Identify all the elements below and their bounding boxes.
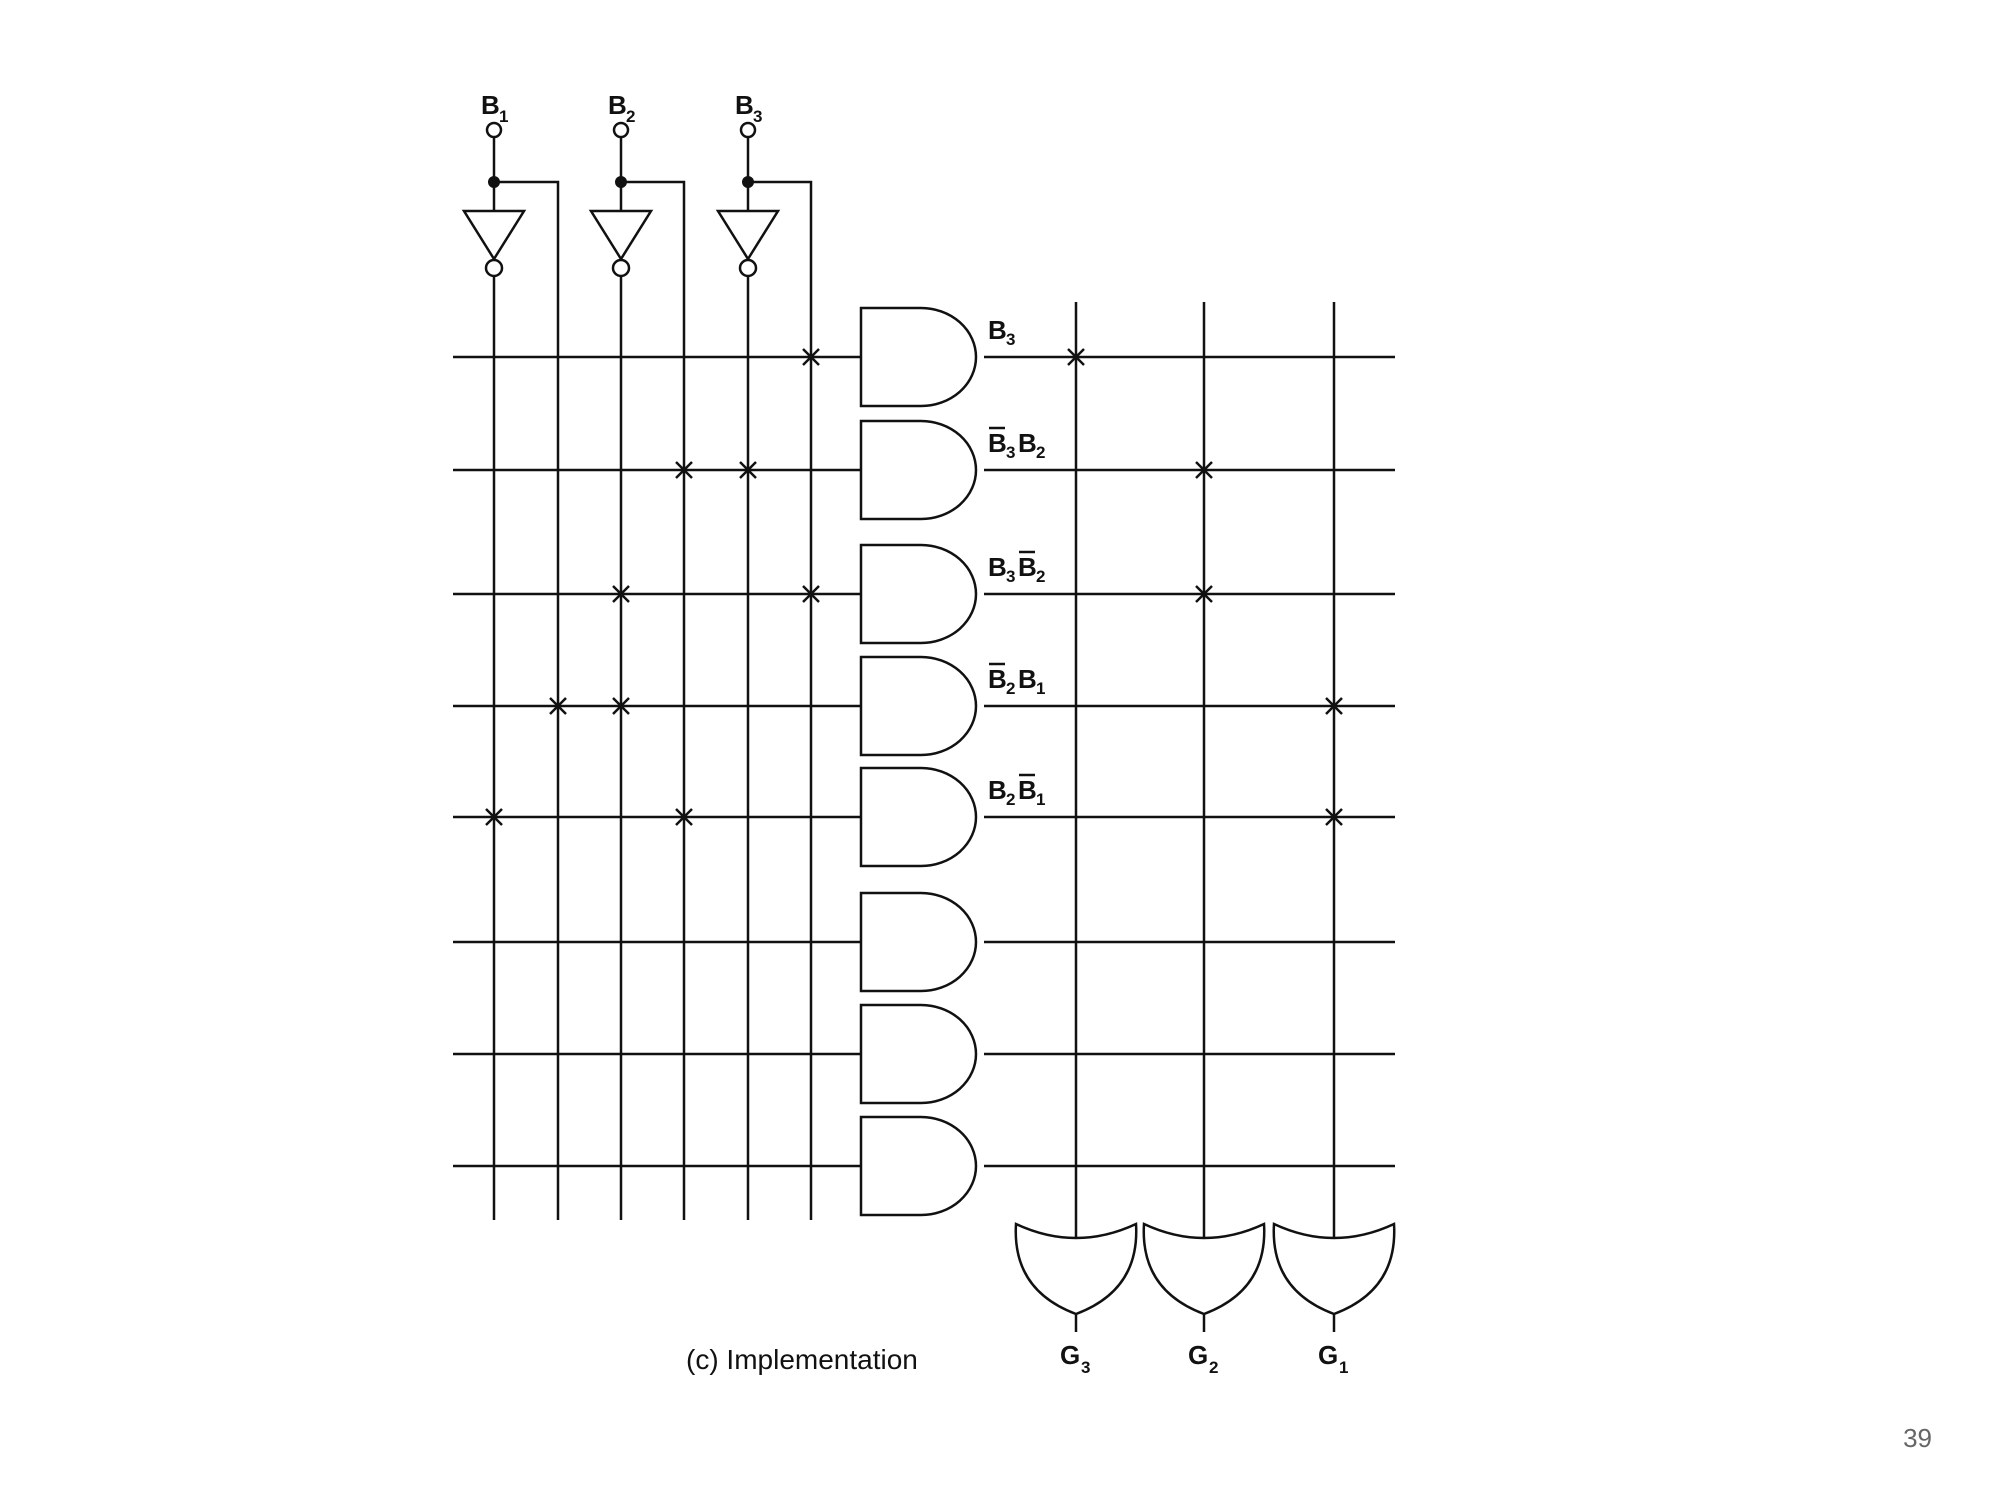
and-gate-icon xyxy=(859,419,978,521)
connection-mark xyxy=(675,461,693,479)
and-gate-icon xyxy=(859,1115,978,1217)
connection-mark xyxy=(802,585,820,603)
figure-caption: (c) Implementation xyxy=(686,1344,918,1375)
product-label-letter: B xyxy=(1018,664,1037,694)
connection-mark xyxy=(675,808,693,826)
or-gate-icon xyxy=(1142,1222,1266,1316)
and-gate-icon xyxy=(859,1003,978,1105)
connection-mark xyxy=(802,348,820,366)
connection-mark xyxy=(485,808,503,826)
product-label-subscript: 2 xyxy=(1006,790,1015,809)
product-label-subscript: 2 xyxy=(1006,679,1015,698)
true-literal-line xyxy=(494,180,560,1220)
connection-mark xyxy=(1325,697,1343,715)
connection-mark xyxy=(1325,808,1343,826)
product-label-subscript: 3 xyxy=(1006,567,1015,586)
product-label-letter: B xyxy=(988,315,1007,345)
product-label-subscript: 3 xyxy=(1006,443,1015,462)
input-label-subscript: 1 xyxy=(499,107,508,126)
output-label-subscript: 2 xyxy=(1209,1358,1218,1377)
connection-mark xyxy=(612,697,630,715)
connection-mark xyxy=(1195,585,1213,603)
product-label-subscript: 2 xyxy=(1036,443,1045,462)
product-label-subscript: 2 xyxy=(1036,567,1045,586)
input-label: B xyxy=(735,90,754,120)
output-label-subscript: 3 xyxy=(1081,1358,1090,1377)
product-label-subscript: 1 xyxy=(1036,790,1045,809)
inverter-bubble xyxy=(611,258,631,278)
inverter-bubble xyxy=(484,258,504,278)
or-gate-icon xyxy=(1272,1222,1396,1316)
input-label: B xyxy=(608,90,627,120)
product-label-subscript: 1 xyxy=(1036,679,1045,698)
input-label-subscript: 3 xyxy=(753,107,762,126)
and-gate-icon xyxy=(859,766,978,868)
product-label-letter: B xyxy=(988,428,1007,458)
product-label-letter: B xyxy=(988,775,1007,805)
input-label-subscript: 2 xyxy=(626,107,635,126)
output-label: G xyxy=(1188,1340,1208,1370)
connection-mark xyxy=(1067,348,1085,366)
connection-mark xyxy=(612,585,630,603)
inverter-bubble xyxy=(738,258,758,278)
or-gate-icon xyxy=(1014,1222,1138,1316)
page-number: 39 xyxy=(1903,1423,1932,1453)
and-gate-icon xyxy=(859,655,978,757)
input-label: B xyxy=(481,90,500,120)
true-literal-line xyxy=(621,180,686,1220)
true-literal-line xyxy=(748,180,813,1220)
product-label-letter: B xyxy=(1018,775,1037,805)
inverter-icon xyxy=(588,209,654,262)
product-label-letter: B xyxy=(1018,552,1037,582)
product-label-letter: B xyxy=(988,664,1007,694)
inverter-icon xyxy=(461,209,527,262)
inverter-icon xyxy=(715,209,781,262)
output-label: G xyxy=(1318,1340,1338,1370)
connection-mark xyxy=(549,697,567,715)
product-label-letter: B xyxy=(1018,428,1037,458)
product-label-letter: B xyxy=(988,552,1007,582)
and-gate-icon xyxy=(859,891,978,993)
product-label-subscript: 3 xyxy=(1006,330,1015,349)
connection-mark xyxy=(739,461,757,479)
output-label-subscript: 1 xyxy=(1339,1358,1348,1377)
and-gate-icon xyxy=(859,543,978,645)
connection-mark xyxy=(1195,461,1213,479)
and-gate-icon xyxy=(859,306,978,408)
output-label: G xyxy=(1060,1340,1080,1370)
